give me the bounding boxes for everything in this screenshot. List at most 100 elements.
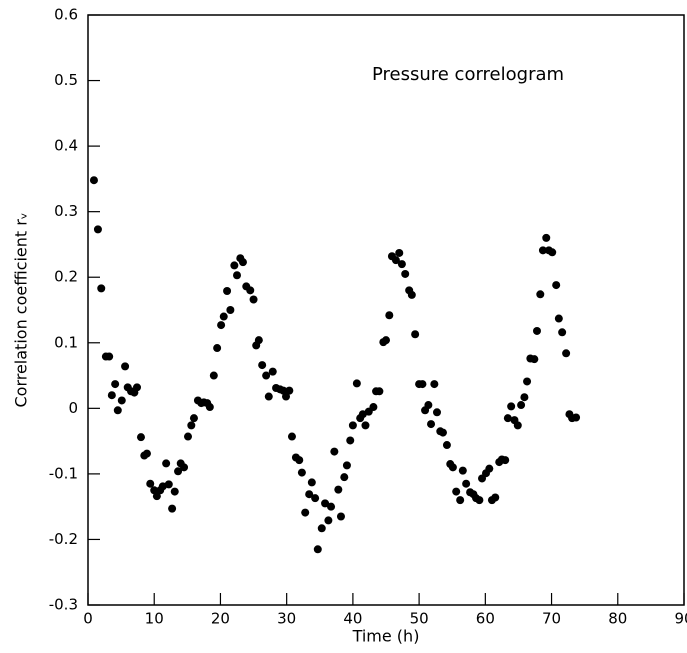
data-point	[146, 479, 155, 488]
data-point	[295, 456, 304, 465]
data-point	[168, 504, 177, 513]
data-point	[562, 349, 571, 358]
y-tick-label: 0	[68, 399, 78, 417]
x-tick-label: 40	[343, 610, 362, 628]
data-point	[438, 428, 447, 437]
data-point	[268, 367, 277, 376]
data-point	[93, 225, 102, 234]
data-point	[542, 233, 551, 242]
data-point	[427, 420, 436, 429]
data-point	[424, 401, 433, 410]
y-tick-label: -0.1	[49, 464, 78, 482]
data-point	[297, 468, 306, 477]
data-point	[246, 286, 255, 295]
data-point	[107, 391, 116, 400]
data-point	[462, 479, 471, 488]
data-point	[287, 432, 296, 441]
data-point	[520, 393, 529, 402]
data-point	[170, 487, 179, 496]
data-point	[187, 421, 196, 430]
data-point	[121, 362, 130, 371]
data-point	[558, 328, 567, 337]
data-point	[133, 383, 142, 392]
y-tick-label: -0.3	[49, 596, 78, 614]
data-point	[117, 396, 126, 405]
data-point	[385, 311, 394, 320]
data-point	[282, 392, 291, 401]
data-point	[336, 512, 345, 521]
data-point	[361, 421, 370, 430]
y-tick-label: 0.6	[54, 6, 78, 24]
data-point	[430, 380, 439, 389]
data-point	[89, 176, 98, 185]
data-point	[375, 387, 384, 396]
data-point	[142, 449, 151, 458]
data-point	[152, 492, 161, 501]
data-point	[352, 379, 361, 388]
data-point	[418, 380, 427, 389]
y-tick-label: 0.3	[54, 202, 78, 220]
data-point	[532, 326, 541, 335]
y-tick-label: 0.1	[54, 333, 78, 351]
x-tick-label: 90	[674, 610, 687, 628]
x-tick-label: 20	[211, 610, 230, 628]
data-point	[523, 377, 532, 386]
data-point	[501, 456, 510, 465]
data-point	[517, 401, 526, 410]
data-point	[382, 336, 390, 345]
x-tick-label: 70	[542, 610, 561, 628]
data-point	[458, 466, 467, 475]
data-point	[262, 371, 271, 380]
data-point	[401, 269, 410, 278]
data-point	[327, 502, 336, 511]
data-point	[233, 271, 241, 280]
data-point	[258, 361, 267, 370]
data-point	[554, 314, 563, 323]
data-point	[456, 496, 465, 505]
data-point	[452, 487, 461, 496]
data-point	[317, 524, 326, 533]
data-point	[572, 413, 581, 422]
data-point	[313, 545, 322, 554]
data-point	[342, 461, 351, 470]
plot-frame	[87, 14, 685, 606]
x-axis-label: Time (h)	[352, 627, 420, 646]
data-point	[301, 508, 310, 517]
data-point	[164, 480, 173, 489]
data-point	[305, 490, 314, 499]
data-point	[513, 421, 522, 430]
data-point	[209, 371, 218, 380]
data-point	[219, 312, 228, 321]
data-point	[507, 402, 516, 411]
x-tick-label: 60	[476, 610, 495, 628]
data-point	[407, 290, 416, 299]
data-point	[391, 256, 400, 265]
data-point	[307, 478, 316, 487]
data-point	[230, 261, 239, 270]
y-tick-label: 0.4	[54, 137, 78, 155]
data-point	[395, 248, 404, 257]
data-point	[530, 355, 539, 364]
data-point	[162, 459, 171, 468]
data-point	[226, 306, 235, 314]
y-tick-label: 0.5	[54, 71, 78, 89]
data-point	[311, 494, 320, 503]
data-point	[180, 463, 189, 472]
data-point	[321, 499, 330, 508]
data-point	[548, 248, 557, 257]
data-point	[217, 321, 226, 330]
data-point	[205, 403, 214, 412]
data-point	[552, 281, 561, 290]
data-point	[369, 403, 378, 412]
data-point	[432, 408, 441, 417]
data-point	[97, 284, 106, 293]
x-tick-label: 0	[83, 610, 93, 628]
data-point	[223, 286, 232, 295]
data-point	[111, 380, 120, 389]
data-point	[285, 386, 294, 395]
data-point	[448, 463, 457, 472]
x-tick-label: 50	[410, 610, 429, 628]
data-point	[348, 421, 357, 430]
data-point	[238, 258, 247, 267]
